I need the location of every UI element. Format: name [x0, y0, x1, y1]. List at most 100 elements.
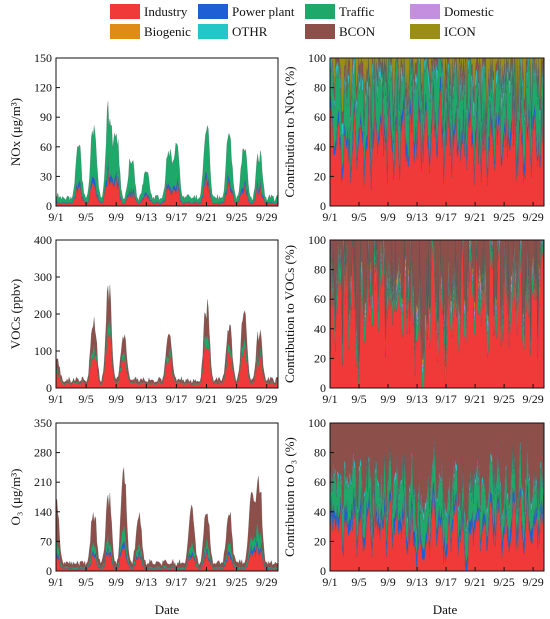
y-tick-label: 60 [40, 140, 52, 154]
x-tick-label: 9/1 [322, 575, 337, 589]
chart-panel-5: 0 70 140 210 280 350 9/1 9/5 9/9 9/13 9/17 9/21 9/25… [8, 416, 279, 589]
x-tick-label: 9/13 [406, 210, 427, 224]
x-tick-label: 9/9 [109, 210, 124, 224]
y-axis-label: Contribution to NOx (%) [282, 66, 297, 197]
x-tick-label: 9/21 [196, 210, 217, 224]
y-tick-label: 350 [34, 416, 52, 430]
x-tick-label: 9/17 [166, 392, 187, 406]
y-tick-label: 280 [34, 446, 52, 460]
legend-item-biogenic: Biogenic [110, 24, 191, 39]
y-tick-label: 0 [46, 564, 52, 578]
y-tick-label: 0 [320, 199, 326, 213]
panels: 0 30 60 90 120 150 9/1 9/5 9/9 9/13 9/17 9/21 9/25 9/… [8, 51, 545, 589]
area-stack [56, 101, 278, 206]
area-stack [330, 240, 544, 388]
legend-label: BCON [339, 24, 376, 39]
y-tick-label: 200 [34, 307, 52, 321]
y-tick-label: 100 [308, 233, 326, 247]
x-tick-label: 9/25 [493, 210, 514, 224]
y-tick-label: 140 [34, 505, 52, 519]
x-tick-label: 9/1 [48, 392, 63, 406]
x-tick-label: 9/17 [166, 210, 187, 224]
x-tick-label: 9/1 [48, 575, 63, 589]
x-tick-label: 9/25 [493, 392, 514, 406]
x-tick-label: 9/29 [256, 210, 277, 224]
plot-frame [55, 57, 279, 207]
series-area-traffic [56, 101, 278, 205]
y-axis-label: O₃ (μg/m³) [8, 469, 23, 526]
y-tick-label: 20 [314, 534, 326, 548]
x-tick-label: 9/21 [196, 392, 217, 406]
x-tick-label: 9/25 [226, 210, 247, 224]
area-stack [330, 58, 544, 206]
chart-panel-6: 0 20 40 60 80 100 9/1 9/5 9/9 9/13 9/17 9/21 9/25 9/2… [282, 416, 545, 589]
x-tick-label: 9/29 [256, 392, 277, 406]
area-stack [330, 423, 544, 571]
area-stack [56, 467, 278, 571]
x-tick-label: 9/17 [435, 210, 456, 224]
x-tick-label: 9/13 [406, 575, 427, 589]
y-tick-label: 150 [34, 51, 52, 65]
x-tick-label: 9/9 [380, 210, 395, 224]
x-axis-label-right: Date [433, 602, 458, 617]
y-tick-label: 0 [320, 564, 326, 578]
y-axis-label: Contribution to VOCs (%) [282, 245, 297, 383]
x-tick-label: 9/9 [380, 392, 395, 406]
x-tick-label: 9/21 [464, 392, 485, 406]
legend-swatch [110, 24, 140, 39]
chart-panel-2: 0 20 40 60 80 100 9/1 9/5 9/9 9/13 9/17 9/21 9/25 9/2… [282, 51, 545, 224]
y-tick-label: 400 [34, 233, 52, 247]
legend-swatch [305, 24, 335, 39]
y-tick-label: 100 [308, 416, 326, 430]
legend-swatch [198, 4, 228, 19]
x-tick-label: 9/25 [493, 575, 514, 589]
x-tick-label: 9/1 [48, 210, 63, 224]
legend-swatch [305, 4, 335, 19]
y-tick-label: 60 [314, 110, 326, 124]
y-axis-label: NOx (μg/m³) [8, 98, 23, 166]
legend-item-domestic: Domestic [410, 4, 494, 19]
x-axis-label-left: Date [155, 602, 180, 617]
x-tick-label: 9/29 [522, 392, 543, 406]
x-tick-label: 9/21 [196, 575, 217, 589]
x-tick-label: 9/1 [322, 392, 337, 406]
legend-swatch [410, 24, 440, 39]
y-tick-label: 40 [314, 140, 326, 154]
plot-frame [329, 239, 545, 389]
legend-item-icon: ICON [410, 24, 476, 39]
y-tick-label: 0 [46, 381, 52, 395]
y-tick-label: 80 [314, 263, 326, 277]
series-area-bcon [56, 284, 278, 386]
x-tick-label: 9/13 [136, 210, 157, 224]
legend-label: Biogenic [144, 24, 191, 39]
x-tick-label: 9/25 [226, 575, 247, 589]
legend-label: Industry [144, 4, 188, 19]
y-tick-label: 0 [320, 381, 326, 395]
y-tick-label: 30 [40, 169, 52, 183]
plot-frame [329, 422, 545, 572]
area-stack [56, 284, 278, 388]
legend: Industry Power plant Traffic Domestic Biogen… [110, 4, 494, 39]
legend-label: OTHR [232, 24, 268, 39]
y-axis-label: Contribution to O₃ (%) [282, 437, 297, 557]
legend-item-power-plant: Power plant [198, 4, 295, 19]
y-tick-label: 20 [314, 351, 326, 365]
x-tick-label: 9/13 [406, 392, 427, 406]
x-tick-label: 9/21 [464, 210, 485, 224]
y-tick-label: 60 [314, 292, 326, 306]
legend-label: ICON [444, 24, 476, 39]
legend-swatch [410, 4, 440, 19]
x-tick-label: 9/17 [435, 575, 456, 589]
y-tick-label: 80 [314, 446, 326, 460]
y-tick-label: 100 [308, 51, 326, 65]
y-tick-label: 70 [40, 534, 52, 548]
x-tick-label: 9/17 [435, 392, 456, 406]
y-axis-label: VOCs (ppbv) [8, 279, 23, 349]
legend-item-bcon: BCON [305, 24, 376, 39]
series-area-bcon [330, 240, 544, 362]
legend-label: Domestic [444, 4, 494, 19]
plot-frame [55, 422, 279, 572]
x-tick-label: 9/1 [322, 210, 337, 224]
x-tick-label: 9/29 [522, 575, 543, 589]
x-tick-label: 9/13 [136, 575, 157, 589]
